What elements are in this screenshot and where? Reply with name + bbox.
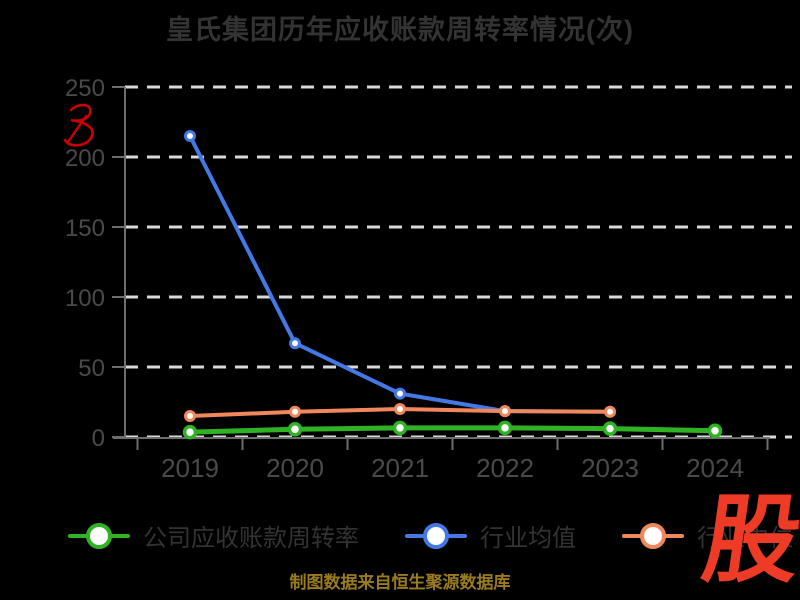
x-axis-label: 2023 [581,453,639,483]
x-axis-label: 2020 [266,453,324,483]
signature-stroke [66,114,88,144]
data-point-series-0 [392,420,408,436]
legend-circle-marker-icon [423,522,449,549]
data-point-series-2 [289,405,301,418]
signature-stroke [63,103,94,147]
signature-watermark-icon [63,103,94,147]
data-point-series-2 [394,403,406,415]
data-point-series-1 [394,387,406,400]
data-point-series-2 [604,405,616,418]
y-axis-label: 250 [65,75,105,102]
data-point-series-0 [182,424,198,440]
legend-label: 行业均值 [480,525,576,552]
legend-line-marker-icon [68,522,130,549]
data-source-caption: 制图数据来自恒生聚源数据库 [289,573,511,592]
x-axis-label: 2022 [476,453,534,483]
data-point-series-0 [602,421,618,436]
legend-item-industry-mean[interactable]: 行业均值 [405,518,576,553]
data-point-series-0 [497,420,513,436]
legend-circle-marker-icon [640,522,666,549]
data-point-series-1 [289,337,301,350]
data-point-series-2 [499,405,511,418]
data-point-series-0 [287,422,303,437]
chart-title: 皇氏集团历年应收账款周转率情况(次) [166,15,634,45]
y-axis-label: 50 [78,355,105,382]
data-point-series-1 [184,130,196,142]
stock-logo-watermark: 股 [696,486,800,594]
y-axis-label: 0 [92,425,105,452]
x-axis-label: 2024 [686,453,744,483]
chart-legend: 公司应收账款周转率 行业均值 行业中位 [68,518,793,553]
x-axis-label: 2019 [161,453,219,483]
legend-circle-marker-icon [86,522,112,549]
y-axis-label: 150 [65,215,105,242]
series-line-0 [187,425,718,435]
y-axis-label: 100 [65,285,105,312]
legend-item-industry-median[interactable]: 行业中位 [622,518,793,553]
x-axis-label: 2021 [371,453,429,483]
legend-line-marker-icon [622,522,684,549]
data-point-series-0 [707,423,723,438]
legend-label: 行业中位 [697,525,793,552]
legend-label: 公司应收账款周转率 [143,525,359,552]
y-axis-label: 200 [65,145,105,172]
data-point-series-2 [184,410,196,422]
series-line-1 [188,134,612,414]
legend-item-company-turnover[interactable]: 公司应收账款周转率 [68,518,359,553]
legend-line-marker-icon [405,522,467,549]
